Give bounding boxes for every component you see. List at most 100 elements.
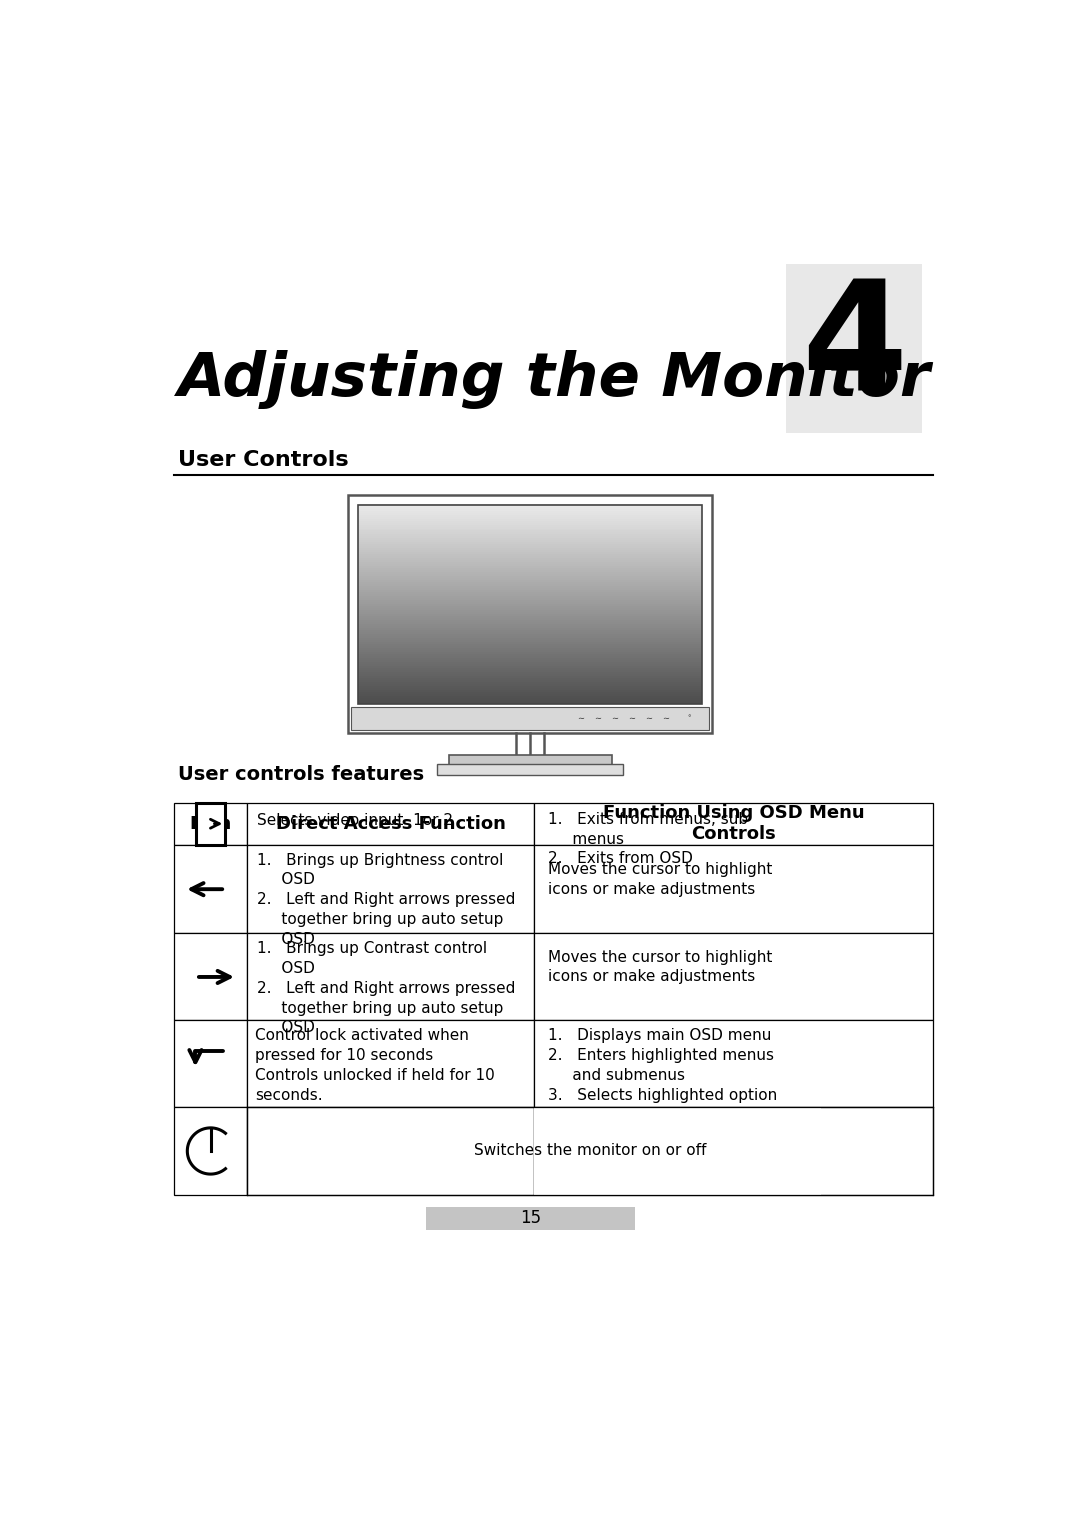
Bar	[359, 583, 702, 584]
Text: 1.   Brings up Contrast control
     OSD
2.   Left and Right arrows pressed
    : 1. Brings up Contrast control OSD 2. Lef…	[257, 942, 516, 1035]
Text: Icon: Icon	[189, 815, 232, 833]
Bar	[359, 625, 702, 628]
Bar	[359, 508, 702, 511]
Bar	[535, 1107, 933, 1196]
Text: ∼: ∼	[646, 714, 652, 723]
Bar	[359, 657, 702, 661]
Bar	[535, 803, 933, 846]
Bar	[247, 846, 535, 934]
Bar	[195, 803, 226, 844]
Bar	[786, 263, 921, 433]
Bar	[359, 642, 702, 644]
Text: °: °	[687, 716, 691, 722]
Bar	[359, 624, 702, 627]
Bar	[359, 584, 702, 586]
Bar	[359, 599, 702, 602]
Bar	[359, 605, 702, 609]
Bar	[348, 494, 713, 734]
Bar	[359, 651, 702, 654]
Bar	[359, 648, 702, 650]
Bar	[359, 560, 702, 563]
Bar	[359, 670, 702, 673]
Bar	[174, 934, 247, 1020]
Bar	[359, 628, 702, 630]
Text: User Controls: User Controls	[177, 450, 348, 469]
Bar	[359, 694, 702, 696]
Bar	[359, 685, 702, 688]
Bar	[359, 564, 702, 566]
Text: 15: 15	[519, 1209, 541, 1226]
Bar	[359, 654, 702, 656]
Bar	[359, 534, 702, 537]
Bar	[174, 1020, 247, 1107]
Bar	[359, 517, 702, 518]
Bar	[359, 550, 702, 552]
Bar	[359, 538, 702, 540]
Bar	[359, 537, 702, 538]
Bar	[359, 619, 702, 622]
Bar	[359, 506, 702, 509]
Bar	[359, 674, 702, 676]
Bar	[426, 1206, 635, 1229]
Bar	[359, 631, 702, 635]
Bar	[359, 668, 702, 670]
Bar	[359, 630, 702, 631]
Bar	[359, 526, 702, 529]
Text: Moves the cursor to highlight
icons or make adjustments: Moves the cursor to highlight icons or m…	[548, 862, 772, 896]
Bar	[174, 803, 247, 846]
Text: 1.   Brings up Brightness control
     OSD
2.   Left and Right arrows pressed
  : 1. Brings up Brightness control OSD 2. L…	[257, 853, 516, 946]
Bar	[359, 593, 702, 596]
Bar	[359, 531, 702, 532]
Bar	[359, 691, 702, 694]
Bar	[359, 636, 702, 638]
Bar	[359, 558, 702, 561]
Text: ∼: ∼	[662, 714, 670, 723]
Bar	[359, 682, 702, 683]
Bar	[359, 700, 702, 702]
Bar	[359, 696, 702, 699]
Bar	[359, 650, 702, 653]
Bar	[359, 540, 702, 543]
Bar	[359, 579, 702, 583]
Bar	[359, 676, 702, 677]
Bar	[359, 512, 702, 515]
Bar	[359, 644, 702, 647]
Bar	[359, 590, 702, 592]
Bar	[174, 846, 247, 934]
Text: User controls features: User controls features	[177, 764, 423, 783]
Bar	[359, 572, 702, 575]
Text: ∼: ∼	[629, 714, 635, 723]
Bar	[359, 521, 702, 524]
Bar	[359, 543, 702, 544]
Bar	[351, 706, 710, 731]
Text: 1.   Exits from menus, sub
     menus
2.   Exits from OSD: 1. Exits from menus, sub menus 2. Exits …	[548, 812, 748, 867]
Text: ∼: ∼	[577, 714, 584, 723]
Bar	[359, 604, 702, 607]
Bar	[359, 616, 702, 618]
Bar	[359, 567, 702, 570]
Bar	[359, 645, 702, 648]
Bar	[359, 602, 702, 604]
Bar	[359, 677, 702, 680]
Bar	[359, 592, 702, 595]
Bar	[359, 573, 702, 576]
Bar	[359, 532, 702, 535]
Bar	[359, 552, 702, 555]
Bar	[359, 547, 702, 550]
Text: Moves the cursor to highlight
icons or make adjustments: Moves the cursor to highlight icons or m…	[548, 950, 772, 985]
Bar	[359, 524, 702, 526]
Bar	[359, 613, 702, 616]
Bar	[359, 671, 702, 674]
Bar	[359, 528, 702, 531]
Bar	[247, 803, 535, 846]
Bar	[359, 622, 702, 624]
Bar	[359, 505, 702, 506]
Bar	[359, 570, 702, 572]
Bar	[359, 511, 702, 512]
Bar	[359, 544, 702, 546]
Bar	[359, 557, 702, 558]
Text: Function Using OSD Menu
Controls: Function Using OSD Menu Controls	[603, 804, 864, 842]
Bar	[359, 598, 702, 601]
Bar	[359, 596, 702, 598]
Bar	[535, 934, 933, 1020]
